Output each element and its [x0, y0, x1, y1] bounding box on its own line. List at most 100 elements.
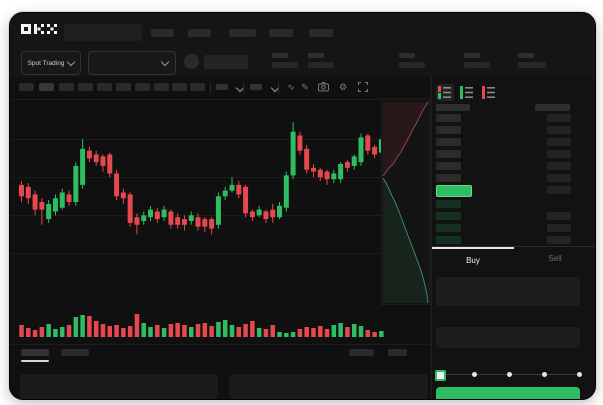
orders-filter[interactable] — [349, 349, 374, 356]
depth-bids-fill — [383, 178, 428, 303]
bid-row-price[interactable] — [436, 224, 461, 232]
slider-handle[interactable] — [435, 370, 446, 381]
orders-tab-active[interactable] — [21, 349, 49, 356]
timeframe-button[interactable] — [190, 83, 205, 91]
slider-stop[interactable] — [576, 372, 582, 377]
ask-row-amount[interactable] — [547, 126, 571, 134]
orders-filter[interactable] — [388, 349, 407, 356]
draw-tool-icon[interactable]: ✎ — [301, 82, 309, 92]
ticker-stat-label — [518, 53, 534, 58]
ticker-stat-value — [308, 62, 334, 68]
nav-item[interactable] — [309, 29, 333, 37]
amount-slider-track[interactable] — [435, 370, 582, 381]
ask-row-price[interactable] — [436, 138, 461, 146]
bid-row-price[interactable] — [436, 200, 461, 208]
volume-bar — [372, 332, 377, 337]
orderbook-mode-bids-icon[interactable] — [458, 84, 476, 101]
candle-body — [66, 194, 72, 202]
timeframe-button-active[interactable] — [39, 83, 54, 91]
line-tool-icon[interactable]: ∿ — [287, 82, 295, 92]
candle-body — [283, 175, 289, 208]
fullscreen-icon[interactable] — [356, 79, 370, 95]
volume-bar — [182, 325, 187, 337]
volume-bar — [73, 317, 79, 337]
bid-row-amount[interactable] — [547, 236, 571, 244]
ask-row-price[interactable] — [436, 162, 461, 170]
active-tab-underline — [21, 360, 49, 362]
timeframe-button[interactable] — [78, 83, 93, 91]
timeframe-button[interactable] — [116, 83, 131, 91]
ask-row-price[interactable] — [436, 174, 461, 182]
market-header: Spot Trading — [10, 49, 595, 78]
nav-item[interactable] — [151, 29, 174, 37]
orderbook-mode-combined-icon[interactable] — [436, 84, 454, 101]
ask-row-amount[interactable] — [547, 138, 571, 146]
search-input[interactable] — [64, 24, 142, 41]
volume-bar — [318, 326, 323, 337]
chart-toolbar: ∿ ✎ ⚙ — [10, 77, 430, 100]
timeframe-button[interactable] — [19, 83, 34, 91]
market-type-label: Spot Trading — [27, 59, 65, 67]
price-input[interactable] — [436, 277, 580, 306]
slider-stop[interactable] — [506, 372, 512, 377]
pair-selector-dropdown[interactable] — [88, 51, 176, 75]
volume-bar — [39, 327, 45, 337]
history-tab[interactable] — [61, 349, 89, 356]
nav-item[interactable] — [188, 29, 211, 37]
candle-body — [338, 164, 344, 180]
toolbar-divider — [278, 82, 279, 94]
gridline — [10, 177, 422, 178]
timeframe-button[interactable] — [154, 83, 169, 91]
depth-bids-line — [382, 177, 429, 304]
volume-bar — [263, 329, 269, 337]
candle-body — [372, 146, 378, 155]
timeframe-button[interactable] — [97, 83, 112, 91]
snapshot-icon[interactable] — [316, 79, 330, 95]
ask-row-price[interactable] — [436, 126, 461, 134]
ask-row-price[interactable] — [436, 150, 461, 158]
ask-row-amount[interactable] — [547, 174, 571, 182]
amount-input[interactable] — [436, 327, 580, 348]
nav-item[interactable] — [269, 29, 293, 37]
bid-row-amount[interactable] — [547, 224, 571, 232]
candle-body — [120, 192, 126, 199]
ticker-stat-label — [308, 53, 324, 58]
last-price-placeholder — [204, 55, 248, 69]
volume-bar — [26, 328, 31, 337]
timeframe-button[interactable] — [59, 83, 74, 91]
market-type-dropdown[interactable]: Spot Trading — [21, 51, 81, 75]
ticker-stat-value — [518, 62, 546, 68]
bid-row-amount[interactable] — [547, 212, 571, 220]
candle-body — [270, 209, 276, 218]
tab-buy[interactable]: Buy — [432, 247, 514, 271]
depth-chart-panel — [381, 98, 430, 305]
ask-row-amount[interactable] — [547, 162, 571, 170]
candle-body — [263, 211, 269, 220]
slider-stop[interactable] — [541, 372, 547, 377]
tab-sell[interactable]: Sell — [514, 247, 595, 269]
nav-item[interactable] — [229, 29, 256, 37]
volume-bar — [202, 323, 208, 337]
ask-row-amount[interactable] — [547, 114, 571, 122]
bid-row-price[interactable] — [436, 236, 461, 244]
buy-submit-button[interactable] — [436, 387, 580, 399]
ask-row-price[interactable] — [436, 114, 461, 122]
timeframe-button[interactable] — [135, 83, 150, 91]
timeframe-button[interactable] — [172, 83, 187, 91]
chart-settings-icon[interactable]: ⚙ — [338, 82, 348, 92]
last-price-amount[interactable] — [547, 186, 571, 194]
bid-row-price[interactable] — [436, 212, 461, 220]
depth-asks-fill — [383, 102, 428, 176]
candle-body — [100, 156, 106, 166]
indicator-dropdown[interactable] — [250, 84, 262, 90]
slider-stop[interactable] — [471, 372, 477, 377]
orderbook-mode-asks-icon[interactable] — [480, 84, 498, 101]
chart-type-dropdown[interactable] — [216, 84, 228, 90]
volume-bar — [209, 326, 214, 337]
candle-body — [107, 154, 113, 174]
ask-row-amount[interactable] — [547, 150, 571, 158]
volume-bar — [284, 333, 289, 337]
volume-bar — [379, 331, 384, 337]
volume-bar — [250, 321, 255, 337]
volume-bar — [80, 315, 85, 337]
